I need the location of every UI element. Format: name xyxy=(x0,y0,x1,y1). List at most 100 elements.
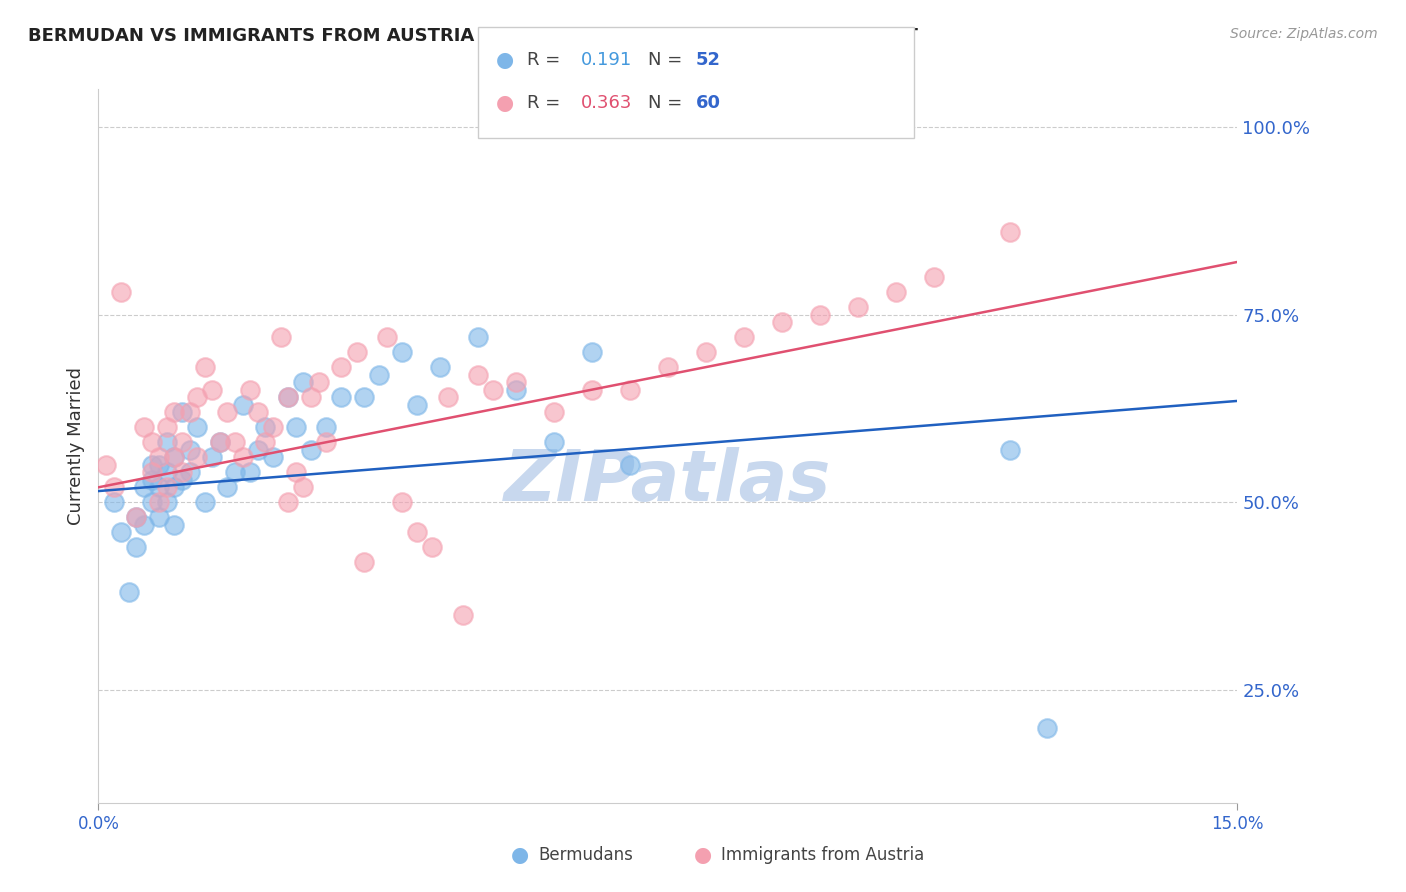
Point xyxy=(330,390,353,404)
Text: Immigrants from Austria: Immigrants from Austria xyxy=(721,846,925,863)
Point xyxy=(208,435,231,450)
Point xyxy=(375,330,398,344)
Point xyxy=(201,383,224,397)
Point xyxy=(201,450,224,465)
Point xyxy=(156,435,179,450)
Point xyxy=(132,517,155,532)
Point xyxy=(125,541,148,555)
Point xyxy=(232,450,254,465)
Point xyxy=(224,465,246,479)
Point xyxy=(770,315,793,329)
Point xyxy=(262,420,284,434)
Point xyxy=(217,405,239,419)
Point xyxy=(353,556,375,570)
Point xyxy=(141,473,163,487)
Point xyxy=(186,450,208,465)
Point xyxy=(179,465,201,479)
Point xyxy=(284,465,307,479)
Point xyxy=(581,383,603,397)
Point xyxy=(270,330,292,344)
Point xyxy=(141,495,163,509)
Point xyxy=(391,345,413,359)
Point xyxy=(308,375,330,389)
Text: Source: ZipAtlas.com: Source: ZipAtlas.com xyxy=(1230,27,1378,41)
Text: ●: ● xyxy=(496,93,513,112)
Point xyxy=(315,435,337,450)
Text: R =: R = xyxy=(527,94,567,112)
Point xyxy=(163,450,186,465)
Text: 60: 60 xyxy=(696,94,721,112)
Point xyxy=(156,465,179,479)
Text: ●: ● xyxy=(496,50,513,70)
Point xyxy=(406,525,429,540)
Point xyxy=(451,607,474,622)
Point xyxy=(619,458,641,472)
Point xyxy=(148,510,170,524)
Point xyxy=(482,383,505,397)
Point xyxy=(170,435,193,450)
Point xyxy=(292,375,315,389)
Point xyxy=(103,495,125,509)
Point xyxy=(436,390,458,404)
Point xyxy=(346,345,368,359)
Point xyxy=(254,435,277,450)
Point xyxy=(170,405,193,419)
Point xyxy=(429,360,451,375)
Point xyxy=(619,383,641,397)
Point xyxy=(170,465,193,479)
Point xyxy=(125,510,148,524)
Point xyxy=(406,398,429,412)
Point xyxy=(246,405,269,419)
Point xyxy=(163,517,186,532)
Point xyxy=(1036,721,1059,735)
Point xyxy=(179,442,201,457)
Point xyxy=(391,495,413,509)
Point xyxy=(141,465,163,479)
Point xyxy=(254,420,277,434)
Point xyxy=(299,390,322,404)
Point xyxy=(148,480,170,494)
Text: Bermudans: Bermudans xyxy=(538,846,633,863)
Text: ZIPatlas: ZIPatlas xyxy=(505,447,831,516)
Point xyxy=(208,435,231,450)
Point xyxy=(368,368,391,382)
Point xyxy=(232,398,254,412)
Text: 52: 52 xyxy=(696,51,721,69)
Point xyxy=(262,450,284,465)
Point xyxy=(141,435,163,450)
Point xyxy=(422,541,444,555)
Point xyxy=(141,458,163,472)
Point xyxy=(284,420,307,434)
Point xyxy=(217,480,239,494)
Text: R =: R = xyxy=(527,51,567,69)
Point xyxy=(163,450,186,465)
Point xyxy=(330,360,353,375)
Point xyxy=(353,390,375,404)
Point xyxy=(163,405,186,419)
Text: N =: N = xyxy=(648,94,688,112)
Point xyxy=(695,345,717,359)
Point xyxy=(808,308,831,322)
Point xyxy=(657,360,679,375)
Point xyxy=(194,360,217,375)
Y-axis label: Currently Married: Currently Married xyxy=(66,367,84,525)
Point xyxy=(194,495,217,509)
Point xyxy=(505,375,527,389)
Point xyxy=(505,383,527,397)
Point xyxy=(94,458,117,472)
Point xyxy=(156,480,179,494)
Text: N =: N = xyxy=(648,51,688,69)
Point xyxy=(118,585,141,599)
Text: 0.363: 0.363 xyxy=(581,94,633,112)
Point xyxy=(156,420,179,434)
Point xyxy=(170,473,193,487)
Point xyxy=(998,442,1021,457)
Point xyxy=(315,420,337,434)
Point xyxy=(543,405,565,419)
Text: ●: ● xyxy=(512,845,529,864)
Text: 0.191: 0.191 xyxy=(581,51,631,69)
Point xyxy=(224,435,246,450)
Text: BERMUDAN VS IMMIGRANTS FROM AUSTRIA CURRENTLY MARRIED CORRELATION CHART: BERMUDAN VS IMMIGRANTS FROM AUSTRIA CURR… xyxy=(28,27,918,45)
Point xyxy=(132,420,155,434)
Text: ●: ● xyxy=(695,845,711,864)
